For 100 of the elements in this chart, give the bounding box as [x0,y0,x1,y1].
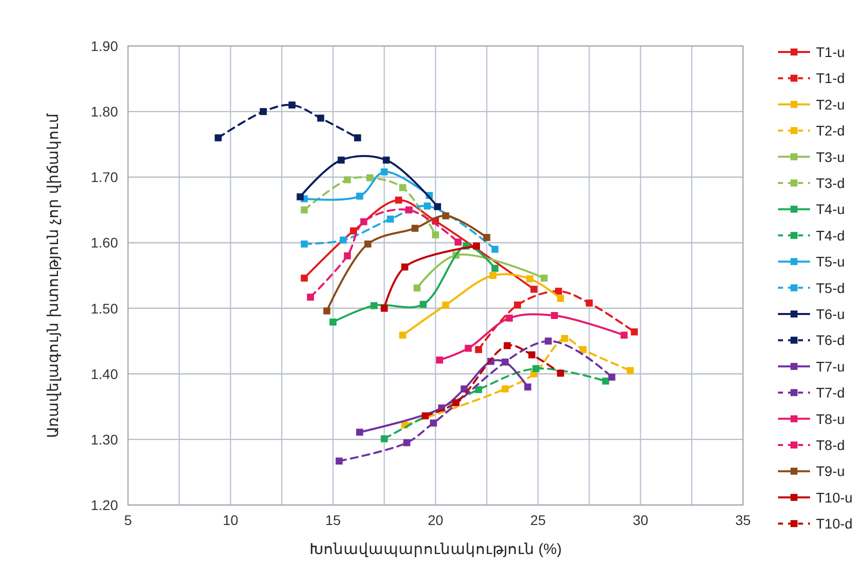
y-axis-title: Առավելագույն խտություն չոր վիճակում [45,113,62,438]
y-tick-label: 1.40 [90,366,118,382]
point [382,156,390,164]
point [442,212,450,220]
point [380,168,388,176]
point [300,206,308,214]
point [626,367,634,374]
y-tick-label: 1.90 [90,38,118,54]
legend-label: T5-u [816,254,845,270]
x-tick-label: 5 [124,512,132,528]
legend-label: T10-u [816,489,853,506]
y-tick-label: 1.60 [90,234,118,251]
point [489,272,496,279]
x-tick-label: 10 [222,512,238,528]
point [364,240,372,248]
legend-label: T7-d [816,384,845,401]
point [532,365,540,372]
point [475,346,482,354]
point [260,108,267,116]
point [544,338,552,345]
point [502,385,509,392]
point [356,428,364,436]
point [420,300,427,308]
point [403,439,410,446]
legend-label: T10-d [816,516,853,532]
point [483,234,490,241]
point [386,216,394,223]
x-tick-label: 15 [325,512,341,528]
point [399,332,406,339]
point [432,231,439,238]
y-tick-label: 1.50 [90,300,118,316]
x-tick-label: 30 [632,512,648,528]
point [300,274,308,282]
point [526,275,534,282]
point [330,318,336,326]
point [430,420,437,427]
legend-label: T2-u [816,96,845,112]
point [630,328,638,336]
point [540,274,548,282]
legend-label: T4-d [816,227,845,244]
point [452,399,460,406]
point [475,386,482,394]
point [504,342,511,350]
point [506,314,513,322]
point [370,302,378,310]
point [366,174,374,182]
legend-label: T6-d [816,332,845,348]
point [491,264,498,272]
point [555,288,562,295]
point [356,192,364,200]
legend-label: T3-d [816,175,845,191]
point [380,435,388,442]
point [336,458,343,465]
x-axis-title: Խոնավապարունակություն (%) [309,541,562,558]
point [491,246,498,253]
point [424,202,431,210]
legend-label: T3-u [816,148,845,165]
point [442,302,450,309]
point [288,102,296,109]
point [602,378,610,385]
point [412,224,418,232]
point [296,193,304,200]
point [422,412,429,420]
point [340,236,347,244]
point [620,332,628,339]
point [399,184,406,192]
point [317,114,324,122]
y-tick-label: 1.70 [90,169,118,186]
legend-label: T7-u [816,358,845,374]
legend-label: T1-u [816,44,845,60]
point [464,344,472,352]
point [557,370,564,377]
point [524,383,532,390]
legend-label: T6-u [816,306,845,322]
legend-label: T8-u [816,410,845,427]
y-tick-label: 1.20 [90,497,118,513]
point [473,242,480,250]
point [557,294,564,302]
point [454,238,462,246]
point [306,294,314,301]
point [434,203,442,210]
point [214,134,222,142]
point [460,385,468,392]
point [436,356,444,364]
point [350,227,357,234]
legend-label: T5-d [816,280,845,296]
point [344,252,351,260]
point [586,300,593,307]
point [608,374,616,381]
point [514,302,521,309]
x-tick-label: 35 [735,512,751,528]
x-tick-label: 25 [530,512,546,528]
x-tick-label: 20 [428,512,444,528]
point [414,284,421,292]
legend-label: T1-d [816,70,845,86]
point [528,351,536,358]
point [380,304,388,312]
point [354,134,362,142]
point [401,263,408,270]
y-tick-label: 1.30 [90,431,118,448]
